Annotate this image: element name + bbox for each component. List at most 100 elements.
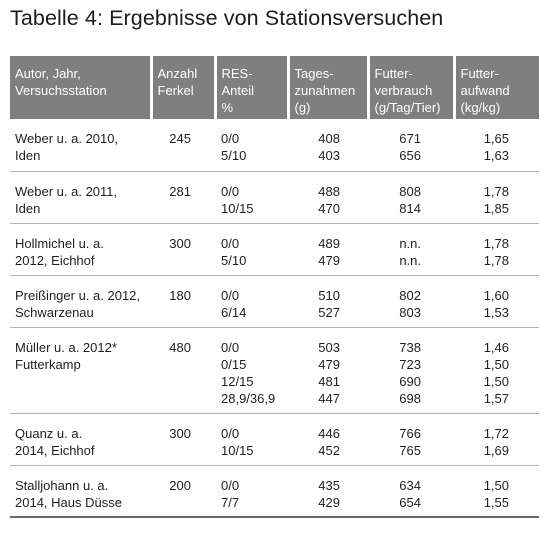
cell-line: 0/0 [221, 183, 240, 199]
cell-line: 802 [399, 287, 421, 303]
cell-author: Quanz u. a. 2014, Eichhof [10, 413, 151, 466]
cell-zunahmen: 408 403 [288, 119, 368, 172]
header-line: Autor, Jahr, [15, 66, 81, 81]
header-line: aufwand [460, 83, 510, 98]
table-row: Preißinger u. a. 2012, Schwarzenau 180 0/0 6… [10, 275, 539, 328]
cell-ferkel: 300 [151, 223, 215, 276]
cell-line: 429 [318, 494, 340, 510]
header-line: (g) [294, 100, 311, 115]
cell-line: 200 [169, 477, 191, 493]
cell-verbrauch: n.n. n.n. [368, 223, 454, 276]
cell-line: 1,50 [483, 356, 509, 372]
table-row: Quanz u. a. 2014, Eichhof 300 0/0 10/15 446 45… [10, 413, 539, 466]
cell-author: Müller u. a. 2012* Futterkamp [10, 327, 151, 414]
cell-line: 1,85 [483, 200, 509, 216]
header-zunahmen: Tages- zunahmen (g) [288, 56, 370, 119]
cell-line: Quanz u. a. [15, 425, 83, 441]
cell-res: 0/0 10/15 [215, 413, 288, 466]
cell-line: 2014, Haus Düsse [15, 494, 122, 510]
cell-line: Iden [15, 148, 41, 163]
cell-ferkel: 180 [151, 275, 215, 328]
cell-line: 0/0 [221, 131, 240, 146]
cell-verbrauch: 802 803 [368, 275, 454, 328]
cell-line: 690 [399, 373, 421, 389]
table-row: Weber u. a. 2011, Iden 281 0/0 10/15 488 470 80… [10, 171, 539, 224]
cell-line: Schwarzenau [15, 304, 94, 320]
cell-line: 5/10 [221, 148, 247, 163]
header-author: Autor, Jahr, Versuchsstation [10, 56, 153, 119]
cell-res: 0/0 6/14 [215, 275, 288, 328]
cell-line: 408 [318, 131, 340, 146]
cell-line: 654 [399, 494, 421, 510]
cell-author: Weber u. a. 2011, Iden [10, 171, 151, 224]
cell-zunahmen: 446 452 [288, 413, 368, 466]
cell-line: 481 [318, 373, 340, 389]
cell-line: 656 [399, 148, 421, 163]
cell-res: 0/0 0/15 12/15 28,9/36,9 [215, 327, 288, 414]
cell-line: 300 [169, 235, 191, 251]
header-verbrauch: Futter- verbrauch (g/Tag/Tier) [368, 56, 456, 119]
cell-line: 803 [399, 304, 421, 320]
cell-line: 766 [399, 425, 421, 441]
cell-line: 0/0 [221, 235, 240, 251]
cell-line: 0/15 [221, 356, 247, 372]
cell-line: 1,78 [483, 252, 509, 268]
cell-line: n.n. [399, 252, 421, 268]
cell-aufwand: 1,50 1,55 [454, 465, 539, 518]
cell-line: Weber u. a. 2011, [15, 183, 118, 199]
cell-line: 28,9/36,9 [221, 390, 276, 406]
header-line: Anzahl [157, 66, 198, 81]
table-header: Autor, Jahr, Versuchsstation Anzahl Ferk… [10, 56, 539, 119]
cell-verbrauch: 766 765 [368, 413, 454, 466]
cell-ferkel: 245 [151, 119, 215, 172]
cell-line: 723 [399, 356, 421, 372]
table-row: Müller u. a. 2012* Futterkamp 480 0/0 0/15 12… [10, 327, 539, 414]
cell-aufwand: 1,78 1,85 [454, 171, 539, 224]
cell-line: Futterkamp [15, 356, 81, 372]
cell-line: Weber u. a. 2010, [15, 131, 119, 146]
cell-aufwand: 1,46 1,50 1,50 1,57 [454, 327, 539, 414]
cell-verbrauch: 738 723 690 698 [368, 327, 454, 414]
cell-line: 634 [399, 477, 421, 493]
header-line: Futter- [460, 66, 499, 81]
header-line: RES- [221, 66, 253, 81]
cell-line: 10/15 [221, 200, 254, 216]
cell-line: 435 [318, 477, 340, 493]
cell-line: 479 [318, 356, 340, 372]
cell-line: 1,78 [483, 235, 509, 251]
cell-line: 814 [399, 200, 421, 216]
table-body: Weber u. a. 2010, Iden 245 0/0 5/10 408 403 671… [10, 119, 539, 518]
table-row: Hollmichel u. a. 2012, Eichhof 300 0/0 5/10 4… [10, 223, 539, 276]
cell-zunahmen: 503 479 481 447 [288, 327, 368, 414]
table-title: Tabelle 4: Ergebnisse von Stationsversuc… [10, 6, 444, 30]
cell-zunahmen: 435 429 [288, 465, 368, 518]
cell-line: Preißinger u. a. 2012, [15, 287, 141, 303]
header-line: Anteil [221, 83, 255, 98]
header-line: % [221, 100, 234, 115]
header-line: Futter- [374, 66, 413, 81]
cell-line: 510 [318, 287, 340, 303]
cell-zunahmen: 510 527 [288, 275, 368, 328]
cell-line: Hollmichel u. a. [15, 235, 104, 251]
header-line: verbrauch [374, 83, 433, 98]
table-row: Weber u. a. 2010, Iden 245 0/0 5/10 408 403 671… [10, 119, 539, 172]
cell-line: 671 [399, 131, 421, 146]
header-line: Ferkel [157, 83, 194, 98]
cell-line: 1,65 [483, 131, 509, 146]
cell-line: 1,53 [483, 304, 509, 320]
cell-line: 6/14 [221, 304, 247, 320]
cell-verbrauch: 671 656 [368, 119, 454, 172]
cell-line: 470 [318, 200, 340, 216]
cell-line: 5/10 [221, 252, 247, 268]
cell-author: Hollmichel u. a. 2012, Eichhof [10, 223, 151, 276]
cell-line: 765 [399, 442, 421, 458]
cell-line: 245 [169, 131, 191, 146]
cell-line: 300 [169, 425, 191, 441]
cell-aufwand: 1,65 1,63 [454, 119, 539, 172]
cell-line: Iden [15, 200, 41, 216]
cell-line: 1,46 [483, 339, 509, 355]
cell-line: 403 [318, 148, 340, 163]
cell-line: 527 [318, 304, 340, 320]
cell-zunahmen: 488 470 [288, 171, 368, 224]
cell-aufwand: 1,60 1,53 [454, 275, 539, 328]
